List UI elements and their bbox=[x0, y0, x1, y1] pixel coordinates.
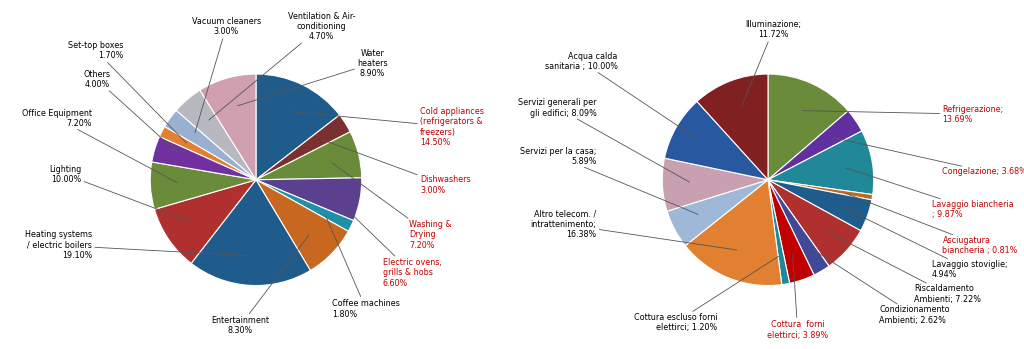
Text: Others
4.00%: Others 4.00% bbox=[83, 69, 181, 156]
Text: Vacuum cleaners
3.00%: Vacuum cleaners 3.00% bbox=[191, 17, 261, 133]
Text: Electric ovens,
grills & hobs
6.60%: Electric ovens, grills & hobs 6.60% bbox=[333, 196, 441, 288]
Wedge shape bbox=[768, 180, 872, 200]
Text: Dishwashers
3.00%: Dishwashers 3.00% bbox=[323, 140, 471, 195]
Wedge shape bbox=[191, 180, 310, 285]
Wedge shape bbox=[768, 180, 829, 275]
Wedge shape bbox=[768, 111, 862, 180]
Wedge shape bbox=[165, 110, 256, 180]
Text: Lavaggio stoviglie;
4.94%: Lavaggio stoviglie; 4.94% bbox=[842, 207, 1008, 280]
Wedge shape bbox=[768, 180, 871, 231]
Text: Altro telecom. /
intrattenimento;
16.38%: Altro telecom. / intrattenimento; 16.38% bbox=[530, 209, 736, 250]
Wedge shape bbox=[663, 158, 768, 211]
Text: Congelazione; 3.68%: Congelazione; 3.68% bbox=[834, 138, 1024, 176]
Text: Refrigerazione;
13.69%: Refrigerazione; 13.69% bbox=[803, 104, 1004, 124]
Wedge shape bbox=[152, 136, 256, 180]
Text: Lavaggio biancheria
; 9.87%: Lavaggio biancheria ; 9.87% bbox=[846, 168, 1014, 219]
Text: Water
heaters
8.90%: Water heaters 8.90% bbox=[238, 49, 388, 106]
Text: Coffee machines
1.80%: Coffee machines 1.80% bbox=[326, 216, 400, 319]
Text: Cottura escluso forni
elettirci; 1.20%: Cottura escluso forni elettirci; 1.20% bbox=[634, 257, 778, 332]
Wedge shape bbox=[256, 180, 348, 270]
Wedge shape bbox=[697, 74, 768, 180]
Text: Servizi per la casa;
5.89%: Servizi per la casa; 5.89% bbox=[520, 147, 698, 214]
Text: Heating systems
/ electric boilers
19.10%: Heating systems / electric boilers 19.10… bbox=[25, 230, 249, 260]
Text: Lighting
10.00%: Lighting 10.00% bbox=[49, 165, 190, 222]
Wedge shape bbox=[768, 180, 861, 266]
Text: Washing &
Drying
7.20%: Washing & Drying 7.20% bbox=[332, 163, 452, 250]
Text: Cottura  forni
elettirci; 3.89%: Cottura forni elettirci; 3.89% bbox=[767, 255, 828, 340]
Text: Entertainment
8.30%: Entertainment 8.30% bbox=[211, 235, 309, 335]
Text: Acqua calda
sanitaria ; 10.00%: Acqua calda sanitaria ; 10.00% bbox=[545, 52, 699, 140]
Wedge shape bbox=[768, 180, 790, 285]
Wedge shape bbox=[155, 180, 256, 263]
Text: Servizi generali per
gli edifici; 8.09%: Servizi generali per gli edifici; 8.09% bbox=[518, 98, 689, 182]
Wedge shape bbox=[685, 180, 781, 285]
Wedge shape bbox=[256, 178, 361, 221]
Wedge shape bbox=[256, 132, 361, 180]
Wedge shape bbox=[151, 162, 256, 209]
Text: Riscaldamento
Ambienti; 7.22%: Riscaldamento Ambienti; 7.22% bbox=[827, 232, 981, 304]
Text: Cold appliances
(refrigerators &
freezers)
14.50%: Cold appliances (refrigerators & freezer… bbox=[292, 107, 483, 147]
Wedge shape bbox=[256, 74, 340, 180]
Text: Set-top boxes
1.70%: Set-top boxes 1.70% bbox=[69, 41, 186, 143]
Wedge shape bbox=[160, 127, 256, 180]
Text: Illuminazione;
11.72%: Illuminazione; 11.72% bbox=[741, 20, 802, 106]
Wedge shape bbox=[667, 180, 768, 246]
Wedge shape bbox=[200, 74, 256, 180]
Wedge shape bbox=[176, 90, 256, 180]
Text: Ventilation & Air-
conditioning
4.70%: Ventilation & Air- conditioning 4.70% bbox=[209, 12, 355, 120]
Wedge shape bbox=[256, 180, 353, 231]
Wedge shape bbox=[256, 115, 350, 180]
Text: Condizionamento
Ambienti; 2.62%: Condizionamento Ambienti; 2.62% bbox=[809, 247, 949, 325]
Wedge shape bbox=[665, 102, 768, 180]
Wedge shape bbox=[768, 131, 873, 195]
Wedge shape bbox=[768, 74, 848, 180]
Wedge shape bbox=[768, 180, 814, 283]
Text: Office Equipment
7.20%: Office Equipment 7.20% bbox=[23, 109, 177, 183]
Text: Asciugatura
biancheria ; 0.81%: Asciugatura biancheria ; 0.81% bbox=[846, 193, 1018, 255]
